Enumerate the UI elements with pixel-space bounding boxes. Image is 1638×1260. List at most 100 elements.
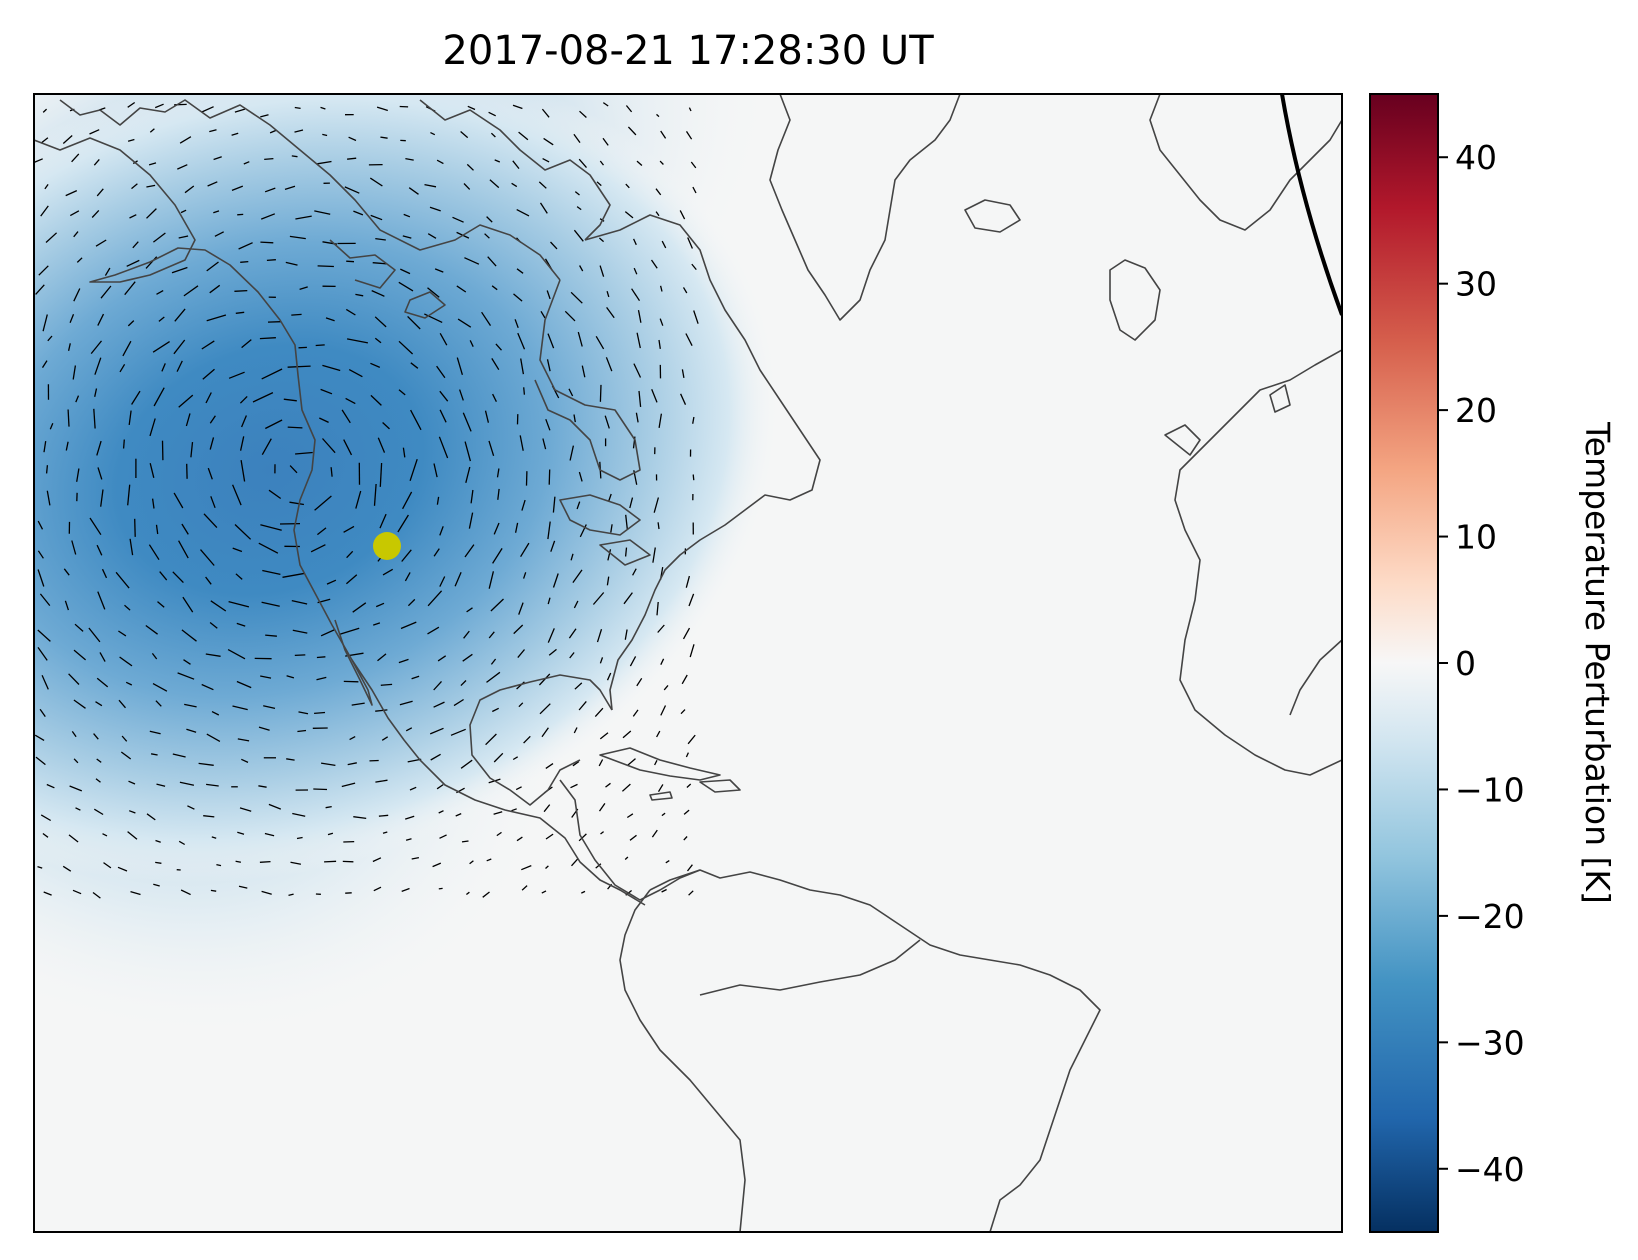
wind-vector <box>94 357 102 375</box>
map-frame <box>33 93 1343 1233</box>
wind-vector <box>235 311 245 314</box>
wind-vector <box>660 130 667 139</box>
wind-vector <box>310 544 326 553</box>
wind-vector <box>210 889 217 892</box>
wind-vector <box>515 786 522 791</box>
wind-vector <box>656 601 659 616</box>
wind-vector <box>346 260 355 263</box>
wind-vector <box>464 257 480 265</box>
wind-vector <box>234 524 252 540</box>
wind-vector <box>434 268 444 273</box>
wind-vector <box>547 521 551 540</box>
wind-vector <box>379 462 383 487</box>
wind-vector <box>516 681 525 690</box>
wind-vector <box>401 887 410 893</box>
wind-vector <box>655 211 660 217</box>
wind-vector <box>592 592 605 605</box>
wind-vector <box>657 522 660 530</box>
wind-vector <box>625 514 629 530</box>
wind-vector <box>538 181 547 189</box>
colorbar-label: Temperature Perturbation [K] <box>1578 421 1617 904</box>
wind-vector <box>570 553 574 561</box>
wind-vector <box>495 343 502 351</box>
wind-vector <box>569 652 575 659</box>
wind-vector <box>429 206 441 212</box>
wind-vector <box>67 409 70 427</box>
wind-vector <box>41 360 48 368</box>
wind-vector <box>232 705 248 711</box>
wind-vector <box>153 883 160 887</box>
wind-vector <box>37 520 44 530</box>
wind-vector <box>62 135 73 144</box>
wind-vector <box>151 653 158 660</box>
wind-vector <box>231 185 244 192</box>
wind-vector <box>128 810 136 814</box>
wind-vector <box>122 340 132 357</box>
wind-vector <box>481 311 492 326</box>
wind-vector <box>635 412 639 423</box>
wind-vector <box>683 836 688 841</box>
wind-vector <box>213 210 220 214</box>
wind-vector <box>432 862 442 868</box>
wind-vector <box>313 788 328 791</box>
wind-vector <box>260 524 282 531</box>
wind-vector <box>457 318 472 328</box>
wind-vector <box>156 783 166 787</box>
wind-vector <box>353 816 367 820</box>
wind-vector <box>407 315 421 330</box>
wind-vector <box>101 568 108 579</box>
wind-vector <box>606 576 610 586</box>
wind-vector <box>377 437 386 453</box>
wind-vector <box>439 834 447 839</box>
wind-vector <box>145 624 158 635</box>
wind-vector <box>538 673 551 686</box>
map-panel <box>34 94 1342 1232</box>
wind-vector <box>373 483 377 506</box>
wind-vector <box>150 753 158 756</box>
wind-vector <box>492 548 503 564</box>
wind-vector <box>602 137 609 146</box>
wind-vector <box>325 317 335 322</box>
wind-vector <box>122 439 125 449</box>
wind-vector <box>351 702 365 706</box>
wind-vector <box>606 307 615 319</box>
wind-vector <box>661 240 667 249</box>
wind-vector <box>264 187 276 193</box>
wind-vector <box>148 162 157 166</box>
wind-vector <box>400 268 411 275</box>
wind-vector <box>198 762 214 766</box>
wind-vector <box>574 191 580 196</box>
wind-vector <box>127 138 135 142</box>
wind-vector <box>238 242 253 250</box>
wind-vector <box>576 206 582 211</box>
wind-vector <box>521 499 526 511</box>
wind-vector <box>65 441 69 451</box>
wind-vector <box>320 762 336 767</box>
wind-vector <box>132 241 139 249</box>
wind-vector <box>35 284 45 295</box>
wind-vector <box>564 310 576 322</box>
wind-vector <box>550 241 558 250</box>
wind-vector <box>346 338 369 344</box>
colorbar <box>1370 94 1438 1232</box>
wind-vector <box>433 701 445 708</box>
wind-vector <box>72 889 82 895</box>
wind-vector <box>492 393 497 402</box>
wind-vector <box>450 728 466 736</box>
wind-vector <box>216 863 222 867</box>
wind-vector <box>438 436 449 459</box>
wind-vector <box>578 471 583 482</box>
wind-vector <box>405 727 413 732</box>
wind-vector <box>636 677 643 687</box>
wind-vector <box>35 756 46 766</box>
wind-vector <box>438 887 443 890</box>
wind-vector <box>650 259 658 269</box>
wind-vector <box>541 890 547 894</box>
wind-vector <box>511 808 517 812</box>
wind-vector <box>317 160 332 165</box>
wind-vector <box>129 538 134 556</box>
wind-vector <box>486 216 493 223</box>
wind-vector <box>291 155 298 158</box>
wind-vector <box>633 267 638 275</box>
wind-vector <box>372 622 381 626</box>
